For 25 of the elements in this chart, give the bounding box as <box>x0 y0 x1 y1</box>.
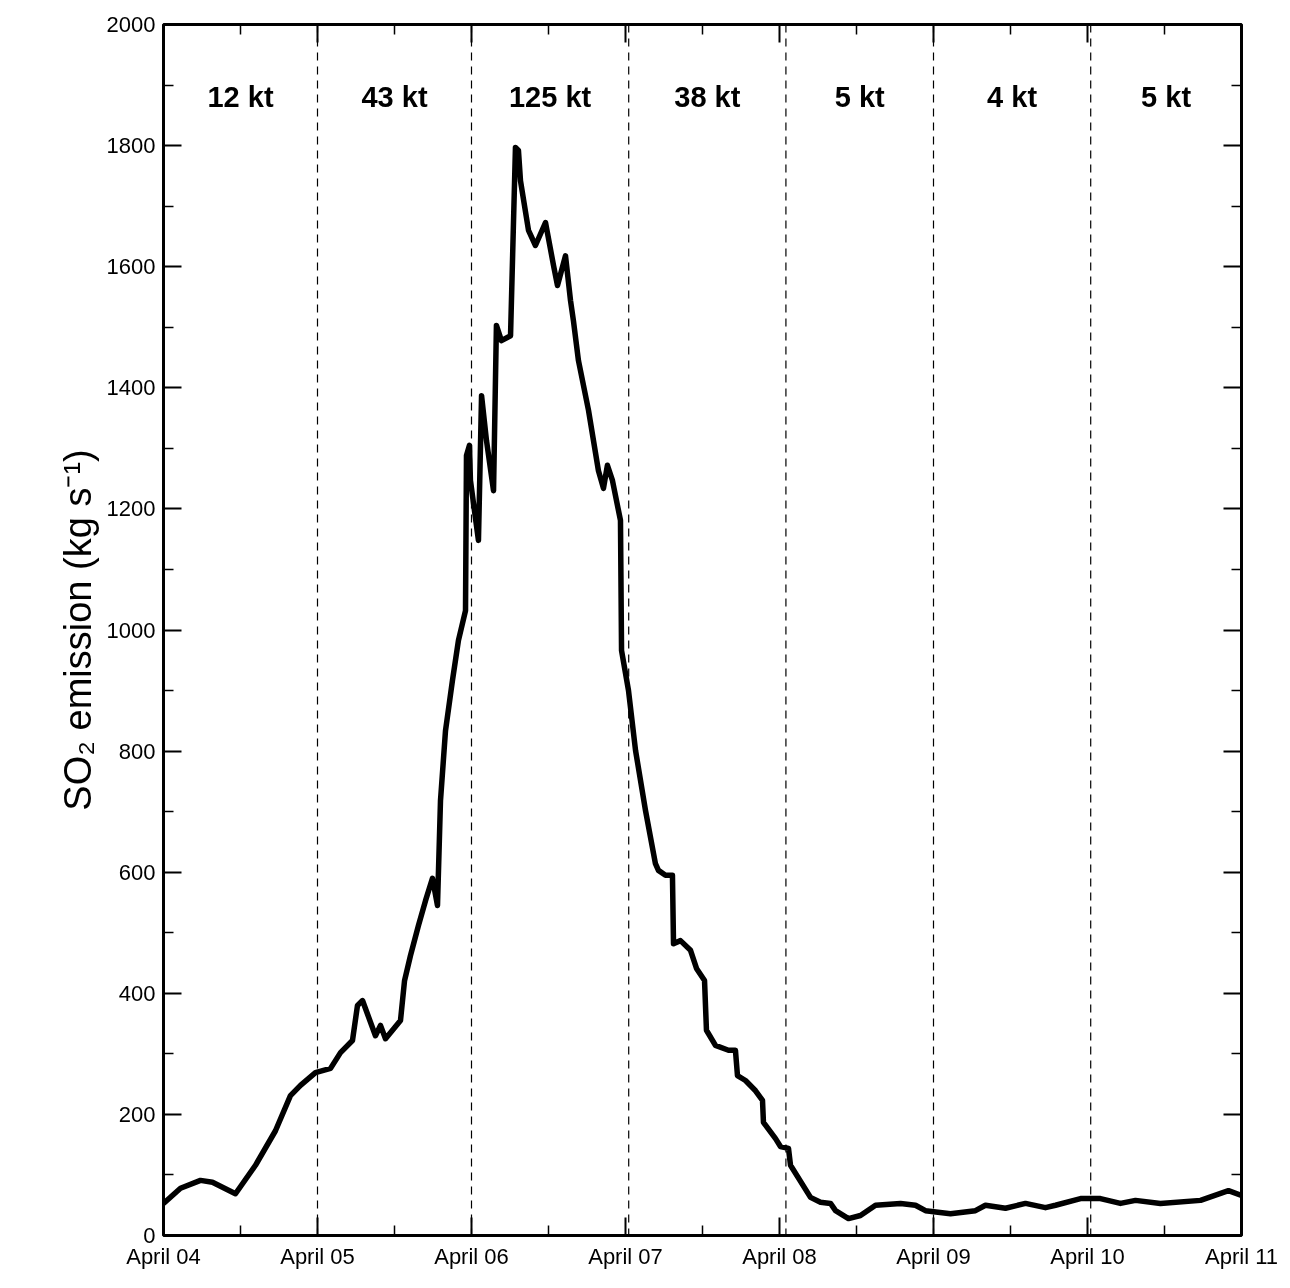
y-tick-label: 200 <box>118 1101 156 1127</box>
y-tick-label: 2000 <box>106 12 156 37</box>
annotation: 5 kt <box>834 81 886 114</box>
y-tick-label: 600 <box>118 859 156 885</box>
annotation: 4 kt <box>987 81 1038 114</box>
annotation: 43 kt <box>361 81 428 114</box>
x-tick-label: April 09 <box>896 1243 971 1269</box>
annotation: 38 kt <box>674 81 741 114</box>
y-tick-label: 1200 <box>106 496 156 522</box>
x-tick-label: April 06 <box>434 1243 509 1269</box>
x-tick-label: April 11 <box>1205 1243 1278 1269</box>
x-tick-label: April 10 <box>1050 1243 1125 1269</box>
x-tick-label: April 05 <box>280 1243 355 1269</box>
y-tick-label: 1800 <box>106 133 156 159</box>
y-tick-label: 400 <box>118 980 156 1006</box>
y-tick-label: 1600 <box>106 254 156 280</box>
annotation: 5 kt <box>1141 81 1192 114</box>
y-tick-label: 1000 <box>106 617 156 643</box>
annotation: 125 kt <box>508 81 592 114</box>
y-tick-label: 1400 <box>106 375 156 401</box>
y-axis-title: SO₂ emission (kg s⁻¹) <box>56 449 99 811</box>
x-tick-label: April 07 <box>588 1243 663 1269</box>
annotation: 12 kt <box>207 81 274 114</box>
y-tick-label: 800 <box>118 738 156 764</box>
x-tick-label: April 08 <box>742 1243 817 1269</box>
